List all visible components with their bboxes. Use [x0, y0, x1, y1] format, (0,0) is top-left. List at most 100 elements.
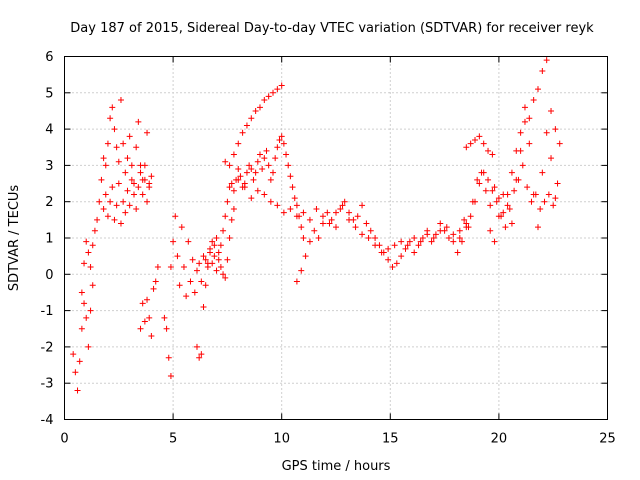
data-point: [267, 176, 274, 183]
data-point: [211, 253, 218, 260]
data-point: [109, 184, 116, 191]
data-point: [508, 220, 515, 227]
data-point: [174, 253, 181, 260]
data-point: [293, 278, 300, 285]
x-tick-label: 0: [60, 432, 68, 447]
series-C: [100, 169, 155, 227]
data-point: [456, 227, 463, 234]
data-point: [113, 144, 120, 151]
data-point: [430, 235, 437, 241]
data-point: [300, 209, 307, 216]
data-point: [289, 184, 296, 191]
data-point: [545, 191, 552, 198]
data-point: [243, 122, 250, 129]
data-point: [489, 187, 496, 194]
data-point: [248, 166, 255, 173]
data-point: [220, 271, 227, 278]
data-point: [261, 155, 268, 162]
data-point: [248, 115, 255, 122]
data-point: [411, 249, 418, 256]
data-point: [513, 176, 520, 183]
data-point: [196, 260, 203, 267]
data-point: [432, 231, 439, 238]
data-point: [111, 126, 118, 133]
data-point: [222, 213, 229, 220]
data-point: [500, 209, 507, 216]
y-tick-label: 5: [45, 86, 53, 101]
data-point: [207, 249, 214, 256]
data-point: [463, 144, 470, 151]
data-point: [443, 224, 450, 231]
data-point: [72, 369, 79, 376]
data-point: [261, 191, 268, 198]
data-point: [287, 173, 294, 180]
series-P: [487, 118, 559, 245]
data-point: [393, 260, 400, 267]
data-point: [306, 216, 313, 223]
data-point: [81, 260, 88, 267]
data-point: [230, 187, 237, 194]
data-point: [346, 209, 353, 216]
data-point: [272, 155, 279, 162]
y-tick-label: -3: [41, 377, 54, 392]
data-point: [293, 213, 300, 220]
data-point: [274, 86, 281, 93]
data-point: [239, 129, 246, 136]
data-point: [131, 191, 138, 198]
grid: [64, 56, 608, 420]
data-point: [241, 184, 248, 191]
series-K: [235, 176, 470, 256]
data-point: [230, 205, 237, 212]
data-point: [326, 220, 333, 227]
data-point: [339, 202, 346, 209]
data-point: [391, 242, 398, 249]
y-tick-label: 3: [45, 159, 53, 174]
data-point: [404, 242, 411, 249]
data-point: [183, 293, 190, 300]
data-point: [124, 155, 131, 162]
data-point: [250, 176, 257, 183]
data-point: [117, 97, 124, 104]
data-point: [256, 104, 263, 111]
series-A: [70, 282, 96, 394]
data-point: [70, 351, 77, 358]
data-point: [485, 176, 492, 183]
data-point: [300, 235, 307, 241]
data-point: [352, 224, 359, 231]
data-point: [261, 97, 268, 104]
data-point: [104, 213, 111, 220]
data-point: [224, 256, 231, 263]
data-point: [85, 343, 92, 350]
data-point: [456, 235, 463, 241]
data-point: [552, 126, 559, 133]
data-point: [196, 354, 203, 361]
data-point: [224, 198, 231, 205]
data-point: [135, 184, 142, 191]
data-point: [104, 140, 111, 147]
data-point: [315, 235, 322, 241]
series-H: [200, 205, 237, 310]
data-point: [115, 158, 122, 165]
data-point: [354, 213, 361, 220]
data-point: [252, 169, 259, 176]
series-G: [193, 343, 205, 361]
data-point: [120, 140, 127, 147]
data-point: [424, 227, 431, 234]
data-point: [389, 264, 396, 271]
series-N: [456, 57, 563, 241]
x-tick-label: 25: [599, 432, 616, 447]
data-point: [115, 180, 122, 187]
data-point: [506, 205, 513, 212]
data-point: [372, 235, 379, 241]
data-point: [83, 238, 90, 245]
data-point: [406, 238, 413, 245]
data-point: [521, 118, 528, 125]
data-point: [274, 202, 281, 209]
data-point: [398, 253, 405, 260]
data-point: [419, 235, 426, 241]
data-point: [191, 289, 198, 296]
data-point: [554, 180, 561, 187]
y-tick-label: -4: [41, 413, 54, 428]
y-tick-label: 0: [45, 268, 53, 283]
data-point: [534, 224, 541, 231]
